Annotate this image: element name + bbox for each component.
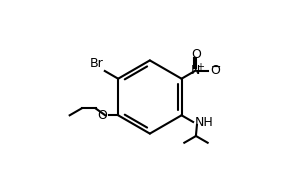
Text: O: O xyxy=(211,64,220,77)
Text: −: − xyxy=(210,61,221,74)
Text: NH: NH xyxy=(195,116,214,129)
Text: O: O xyxy=(191,48,201,61)
Text: +: + xyxy=(196,62,204,72)
Text: O: O xyxy=(97,109,107,122)
Text: N: N xyxy=(191,64,200,77)
Text: Br: Br xyxy=(90,57,104,70)
